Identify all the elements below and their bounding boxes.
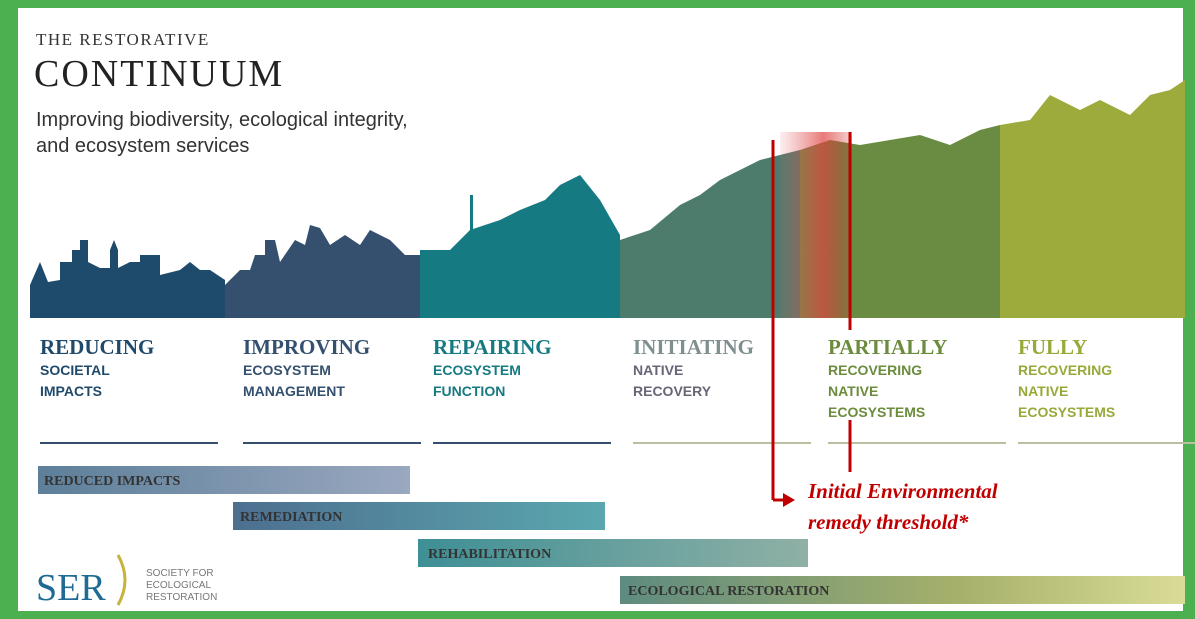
logo-text: SOCIETY FOR	[146, 568, 214, 579]
annotation: remedy threshold*	[808, 510, 969, 534]
bar-label: REHABILITATION	[428, 547, 551, 562]
stage-subtitle: RECOVERING	[828, 362, 922, 378]
stage-subtitle: NATIVE	[1018, 383, 1068, 399]
stage-heading: REPAIRING	[433, 335, 552, 359]
stage-heading: PARTIALLY	[828, 335, 947, 359]
stage-subtitle: RECOVERING	[1018, 362, 1112, 378]
stage-heading: FULLY	[1018, 335, 1087, 359]
title: CONTINUUM	[34, 53, 284, 95]
kicker: THE RESTORATIVE	[36, 30, 210, 49]
bar-label: ECOLOGICAL RESTORATION	[628, 584, 829, 599]
stage-subtitle: FUNCTION	[433, 383, 505, 399]
stage-subtitle: SOCIETAL	[40, 362, 110, 378]
infographic: THE RESTORATIVE CONTINUUM Improving biod…	[0, 0, 1195, 619]
logo-text: RESTORATION	[146, 592, 217, 603]
stage-heading: IMPROVING	[243, 335, 370, 359]
bar-label: REMEDIATION	[240, 510, 342, 525]
stage-subtitle: ECOSYSTEMS	[828, 404, 925, 420]
bar-label: REDUCED IMPACTS	[44, 474, 180, 489]
stage-subtitle: RECOVERY	[633, 383, 712, 399]
logo-mark: SER	[36, 567, 106, 609]
stage-subtitle: NATIVE	[828, 383, 878, 399]
logo-text: ECOLOGICAL	[146, 580, 211, 591]
page: THE RESTORATIVE CONTINUUM Improving biod…	[0, 0, 1195, 619]
threshold-highlight	[780, 132, 852, 318]
stage-subtitle: NATIVE	[633, 362, 683, 378]
stage-subtitle: ECOSYSTEM	[433, 362, 521, 378]
stage-subtitle: ECOSYSTEM	[243, 362, 331, 378]
subtitle: and ecosystem services	[36, 135, 249, 157]
subtitle: Improving biodiversity, ecological integ…	[36, 109, 408, 131]
stage-subtitle: ECOSYSTEMS	[1018, 404, 1115, 420]
stage-subtitle: IMPACTS	[40, 383, 102, 399]
stage-heading: INITIATING	[633, 335, 754, 359]
stage-heading: REDUCING	[40, 335, 154, 359]
stage-subtitle: MANAGEMENT	[243, 383, 345, 399]
annotation: Initial Environmental	[807, 479, 998, 503]
